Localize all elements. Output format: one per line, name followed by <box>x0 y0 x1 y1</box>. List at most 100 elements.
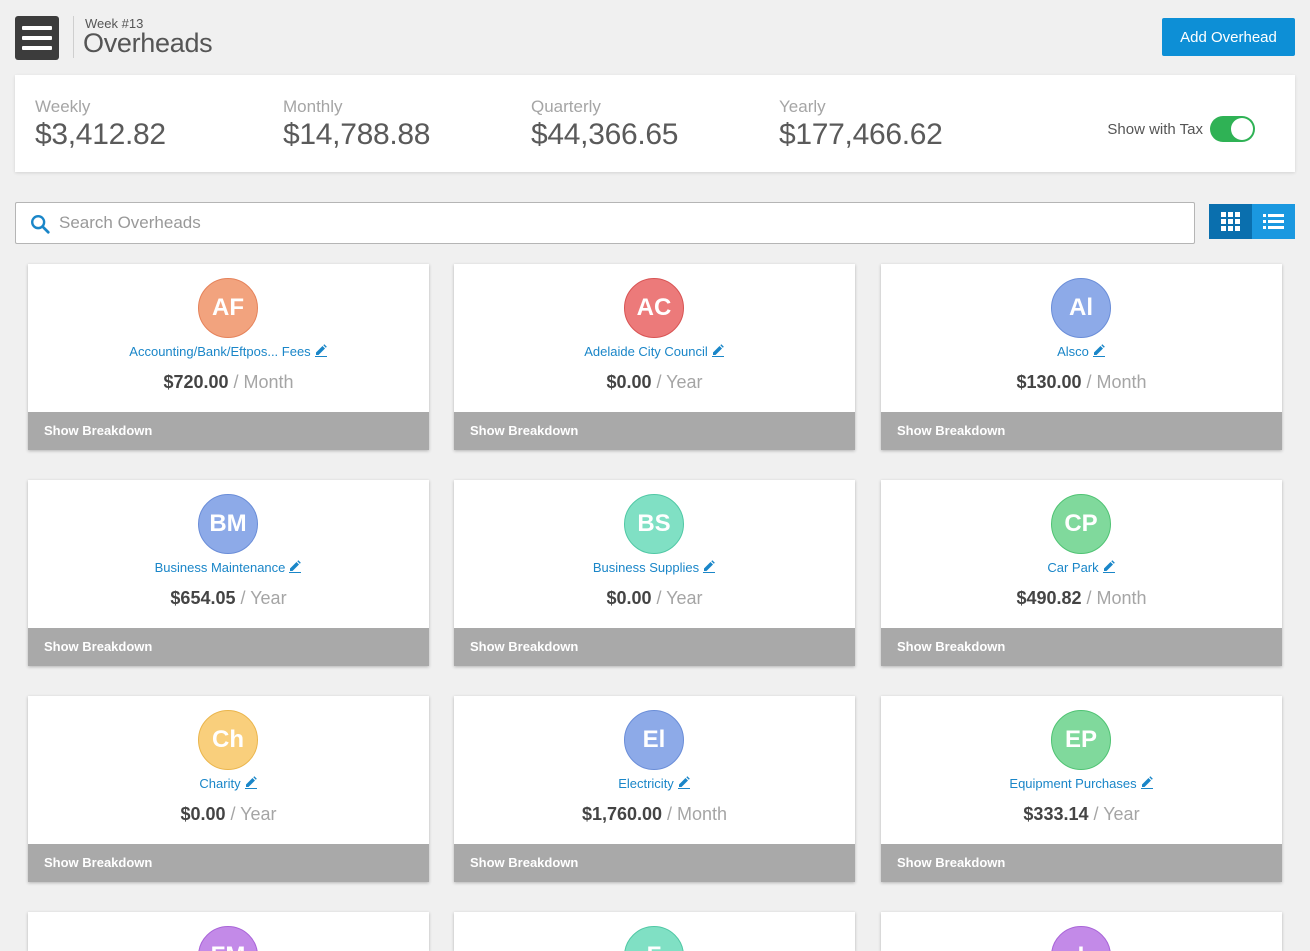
overhead-amount: $0.00 / Year <box>454 588 855 609</box>
page-header: Week #13 Overheads Add Overhead <box>0 0 1310 75</box>
overhead-name: Electricity <box>618 776 674 791</box>
menu-icon[interactable] <box>15 16 59 60</box>
overhead-name: Business Maintenance <box>154 560 286 575</box>
edit-icon[interactable] <box>1140 775 1154 789</box>
overhead-card: F <box>454 912 855 951</box>
overhead-name: Charity <box>199 776 241 791</box>
overhead-card: FM <box>28 912 429 951</box>
edit-icon[interactable] <box>702 559 716 573</box>
avatar: AF <box>198 278 258 338</box>
overhead-card: BM Business Maintenance $654.05 / Year S… <box>28 480 429 666</box>
overhead-name-link[interactable]: Electricity <box>454 775 855 791</box>
avatar: FM <box>198 926 258 951</box>
avatar: BM <box>198 494 258 554</box>
show-with-tax: Show with Tax <box>1107 116 1255 142</box>
show-breakdown-button[interactable]: Show Breakdown <box>28 412 429 450</box>
overhead-amount: $720.00 / Month <box>28 372 429 393</box>
overhead-name: Adelaide City Council <box>584 344 708 359</box>
amount-period: / Year <box>240 588 287 608</box>
summary-panel: Weekly $3,412.82 Monthly $14,788.88 Quar… <box>15 75 1295 172</box>
overhead-card: Al Alsco $130.00 / Month Show Breakdown <box>881 264 1282 450</box>
amount-period: / Month <box>1086 372 1147 392</box>
amount-period: / Year <box>230 804 277 824</box>
overhead-amount: $0.00 / Year <box>454 372 855 393</box>
show-breakdown-button[interactable]: Show Breakdown <box>454 844 855 882</box>
amount-period: / Month <box>667 804 728 824</box>
overhead-amount: $1,760.00 / Month <box>454 804 855 825</box>
overhead-card: AC Adelaide City Council $0.00 / Year Sh… <box>454 264 855 450</box>
avatar: CP <box>1051 494 1111 554</box>
stat-value: $177,466.62 <box>779 118 943 151</box>
stat-weekly: Weekly $3,412.82 <box>35 97 166 152</box>
edit-icon[interactable] <box>288 559 302 573</box>
overhead-name-link[interactable]: Equipment Purchases <box>881 775 1282 791</box>
avatar: I <box>1051 926 1111 951</box>
amount-value: $0.00 <box>606 372 652 392</box>
amount-value: $1,760.00 <box>581 804 663 824</box>
avatar: AC <box>624 278 684 338</box>
overhead-card: El Electricity $1,760.00 / Month Show Br… <box>454 696 855 882</box>
avatar: Ch <box>198 710 258 770</box>
edit-icon[interactable] <box>1102 559 1116 573</box>
show-breakdown-button[interactable]: Show Breakdown <box>881 844 1282 882</box>
stat-label: Monthly <box>283 97 343 116</box>
stat-label: Quarterly <box>531 97 601 116</box>
overhead-name-link[interactable]: Alsco <box>881 343 1282 359</box>
overhead-amount: $130.00 / Month <box>881 372 1282 393</box>
overhead-name-link[interactable]: Business Supplies <box>454 559 855 575</box>
overhead-card: Ch Charity $0.00 / Year Show Breakdown <box>28 696 429 882</box>
amount-period: / Month <box>233 372 294 392</box>
header-divider <box>73 16 74 58</box>
edit-icon[interactable] <box>677 775 691 789</box>
page-title: Overheads <box>83 28 213 58</box>
overhead-amount: $654.05 / Year <box>28 588 429 609</box>
amount-period: / Year <box>1093 804 1140 824</box>
stat-value: $14,788.88 <box>283 118 431 151</box>
overhead-name: Business Supplies <box>592 560 700 575</box>
tax-toggle[interactable] <box>1210 116 1255 142</box>
grid-view-button[interactable] <box>1209 204 1252 239</box>
show-breakdown-button[interactable]: Show Breakdown <box>28 844 429 882</box>
overhead-card: BS Business Supplies $0.00 / Year Show B… <box>454 480 855 666</box>
overhead-name-link[interactable]: Business Maintenance <box>28 559 429 575</box>
list-view-button[interactable] <box>1252 204 1295 239</box>
toggle-knob <box>1231 118 1253 140</box>
search-input[interactable] <box>59 203 1179 243</box>
show-breakdown-button[interactable]: Show Breakdown <box>881 628 1282 666</box>
avatar: Al <box>1051 278 1111 338</box>
amount-value: $490.82 <box>1016 588 1082 608</box>
tax-toggle-label: Show with Tax <box>1107 120 1203 138</box>
overhead-name: Car Park <box>1047 560 1099 575</box>
grid-icon <box>1221 212 1240 231</box>
avatar: F <box>624 926 684 951</box>
avatar: El <box>624 710 684 770</box>
overhead-card: CP Car Park $490.82 / Month Show Breakdo… <box>881 480 1282 666</box>
week-label: Week #13 <box>85 16 144 31</box>
show-breakdown-button[interactable]: Show Breakdown <box>454 628 855 666</box>
search-icon <box>31 215 50 234</box>
amount-value: $0.00 <box>606 588 652 608</box>
avatar: BS <box>624 494 684 554</box>
overhead-amount: $490.82 / Month <box>881 588 1282 609</box>
edit-icon[interactable] <box>1092 343 1106 357</box>
overhead-name: Accounting/Bank/Eftpos... Fees <box>129 344 311 359</box>
amount-value: $0.00 <box>180 804 226 824</box>
overhead-name-link[interactable]: Accounting/Bank/Eftpos... Fees <box>28 343 429 359</box>
add-overhead-button[interactable]: Add Overhead <box>1162 18 1295 56</box>
edit-icon[interactable] <box>244 775 258 789</box>
overhead-name-link[interactable]: Charity <box>28 775 429 791</box>
overhead-name-link[interactable]: Car Park <box>881 559 1282 575</box>
edit-icon[interactable] <box>314 343 328 357</box>
overhead-name: Alsco <box>1057 344 1089 359</box>
show-breakdown-button[interactable]: Show Breakdown <box>881 412 1282 450</box>
stat-quarterly: Quarterly $44,366.65 <box>531 97 678 152</box>
amount-period: / Year <box>656 588 703 608</box>
show-breakdown-button[interactable]: Show Breakdown <box>454 412 855 450</box>
amount-value: $720.00 <box>163 372 229 392</box>
overhead-amount: $333.14 / Year <box>881 804 1282 825</box>
overhead-name-link[interactable]: Adelaide City Council <box>454 343 855 359</box>
overhead-amount: $0.00 / Year <box>28 804 429 825</box>
edit-icon[interactable] <box>711 343 725 357</box>
stat-value: $44,366.65 <box>531 118 679 151</box>
show-breakdown-button[interactable]: Show Breakdown <box>28 628 429 666</box>
